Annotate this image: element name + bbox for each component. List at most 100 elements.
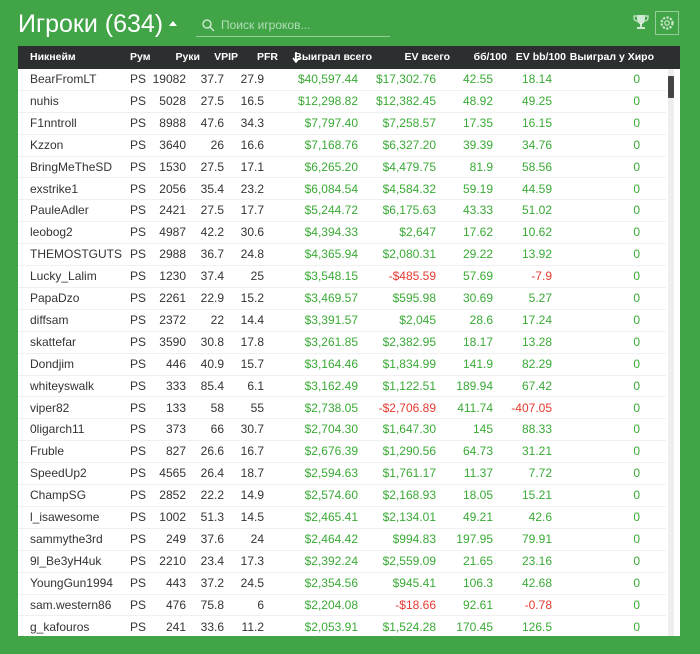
table-cell: 0: [633, 181, 640, 196]
table-row[interactable]: 9l_Be3yH4uk PS 2210 23.4 17.3 $2,392.24 $2,559…: [18, 551, 666, 573]
column-header[interactable]: PFR: [257, 51, 278, 63]
table-row[interactable]: sammythe3rd PS 249 37.6 24 $2,464.42 $994.83 19…: [18, 529, 666, 551]
table-cell: $2,464.42: [304, 531, 358, 546]
table-cell: $2,392.24: [304, 553, 358, 568]
table-cell: 88.33: [521, 422, 552, 437]
table-cell: 42.2: [200, 225, 224, 240]
sort-caret[interactable]: [168, 20, 178, 28]
table-row[interactable]: BearFromLT PS 19082 37.7 27.9 $40,597.44 $17,3…: [18, 69, 666, 91]
table-cell: 0: [633, 72, 640, 86]
table-cell: $17,302.76: [375, 72, 436, 86]
table-cell: exstrike1: [30, 181, 79, 196]
table-cell: 36.7: [200, 247, 224, 262]
table-cell: 0: [633, 619, 640, 634]
table-cell: 39.39: [462, 137, 493, 152]
table-cell: PS: [130, 553, 147, 568]
table-row[interactable]: diffsam PS 2372 22 14.4 $3,391.57 $2,045 28.6 17…: [18, 310, 666, 332]
table-cell: 27.5: [200, 159, 224, 174]
table-row[interactable]: exstrike1 PS 2056 35.4 23.2 $6,084.54 $4,584.3…: [18, 179, 666, 201]
table-cell: 16.7: [240, 444, 264, 459]
search-input[interactable]: Поиск игроков...: [196, 14, 390, 37]
table-row[interactable]: leobog2 PS 4987 42.2 30.6 $4,394.33 $2,647 17.6…: [18, 222, 666, 245]
table-cell: $2,382.95: [382, 334, 436, 349]
table-cell: 10.62: [521, 225, 552, 240]
table-row[interactable]: whiteyswalk PS 333 85.4 6.1 $3,162.49 $1,122.5…: [18, 376, 666, 398]
table-cell: $6,175.63: [382, 203, 436, 218]
table-row[interactable]: Lucky_Lalim PS 1230 37.4 25 $3,548.15 -$485.59…: [18, 266, 666, 288]
table-cell: $3,548.15: [304, 269, 358, 284]
table-cell: 57.69: [462, 269, 493, 284]
table-cell: 27.9: [240, 72, 264, 86]
table-row[interactable]: F1nntroll PS 8988 47.6 34.3 $7,797.40 $7,258.5…: [18, 113, 666, 135]
table-cell: 19082: [152, 72, 186, 86]
trophy-icon[interactable]: [633, 13, 649, 31]
table-row[interactable]: nuhis PS 5028 27.5 16.5 $12,298.82 $12,382.45 4…: [18, 91, 666, 113]
table-cell: YoungGun1994: [30, 575, 113, 590]
table-cell: 4565: [159, 466, 186, 481]
table-cell: 17.3: [240, 553, 264, 568]
column-header[interactable]: EV bb/100: [515, 51, 566, 63]
column-header[interactable]: Выиграл всего: [294, 51, 372, 63]
table-cell: $2,676.39: [304, 444, 358, 459]
scrollbar[interactable]: [668, 76, 674, 98]
column-header[interactable]: Рум: [130, 51, 151, 63]
table-row[interactable]: PauleAdler PS 2421 27.5 17.7 $5,244.72 $6,175.…: [18, 200, 666, 223]
table-cell: 18.7: [240, 466, 264, 481]
table-cell: $3,391.57: [304, 312, 358, 327]
table-cell: 1002: [159, 510, 186, 524]
table-cell: 58: [210, 400, 224, 415]
table-cell: 44.59: [521, 181, 552, 196]
column-header[interactable]: VPIP: [214, 51, 238, 63]
table-cell: PS: [130, 356, 147, 371]
table-row[interactable]: PapaDzo PS 2261 22.9 15.2 $3,469.57 $595.98 30.…: [18, 288, 666, 310]
table-row[interactable]: l_isawesome PS 1002 51.3 14.5 $2,465.41 $2,134…: [18, 507, 666, 529]
table-cell: 17.62: [462, 225, 493, 240]
table-cell: 2988: [159, 247, 186, 262]
table-cell: 3590: [159, 334, 186, 349]
table-row[interactable]: Fruble PS 827 26.6 16.7 $2,676.39 $1,290.56 64.…: [18, 441, 666, 464]
table-cell: -7.9: [531, 269, 552, 284]
table-cell: g_kafouros: [30, 619, 90, 634]
column-header[interactable]: бб/100: [473, 51, 507, 63]
table-cell: 6.1: [247, 378, 264, 393]
table-row[interactable]: g_kafouros PS 241 33.6 11.2 $2,053.91 $1,524.2…: [18, 617, 666, 637]
table-cell: 59.19: [462, 181, 493, 196]
table-cell: skattefar: [30, 334, 77, 349]
table-row[interactable]: BringMeTheSD PS 1530 27.5 17.1 $6,265.20 $4,47…: [18, 157, 666, 179]
table-cell: PS: [130, 93, 147, 108]
table-row[interactable]: 0ligarch11 PS 373 66 30.7 $2,704.30 $1,647.30 1…: [18, 419, 666, 442]
table-cell: 14.9: [240, 488, 264, 503]
column-header[interactable]: Руки: [175, 51, 200, 63]
table-row[interactable]: SpeedUp2 PS 4565 26.4 18.7 $2,594.63 $1,761.17…: [18, 463, 666, 486]
table-cell: PS: [130, 203, 147, 218]
table-cell: whiteyswalk: [30, 378, 95, 393]
table-row[interactable]: viper82 PS 133 58 55 $2,738.05 -$2,706.89 411.7…: [18, 398, 666, 420]
table-cell: 21.65: [462, 553, 493, 568]
table-row[interactable]: skattefar PS 3590 30.8 17.8 $3,261.85 $2,382.9…: [18, 332, 666, 354]
table-cell: 170.45: [456, 619, 493, 634]
table-cell: 0: [633, 225, 640, 240]
table-cell: $1,834.99: [382, 356, 436, 371]
table-cell: $3,162.49: [304, 378, 358, 393]
column-header[interactable]: Выиграл у Хиро: [569, 51, 654, 63]
column-header[interactable]: Никнейм: [30, 51, 76, 63]
table-row[interactable]: Dondjim PS 446 40.9 15.7 $3,164.46 $1,834.99 14…: [18, 354, 666, 376]
table-row[interactable]: THEMOSTGUTS PS 2988 36.7 24.8 $4,365.94 $2,080…: [18, 244, 666, 267]
table-row[interactable]: sam.western86 PS 476 75.8 6 $2,204.08 -$18.66 9…: [18, 595, 666, 617]
table-row[interactable]: ChampSG PS 2852 22.2 14.9 $2,574.60 $2,168.93 1…: [18, 485, 666, 507]
settings-button[interactable]: [655, 11, 679, 35]
table-cell: $2,465.41: [304, 510, 358, 524]
table-cell: $1,647.30: [382, 422, 436, 437]
table-cell: Fruble: [30, 444, 65, 459]
table-cell: PS: [130, 466, 147, 481]
table-cell: 26.4: [200, 466, 224, 481]
table-cell: 48.92: [462, 93, 493, 108]
table-cell: 443: [165, 575, 186, 590]
table-row[interactable]: YoungGun1994 PS 443 37.2 24.5 $2,354.56 $945.4…: [18, 573, 666, 595]
table-cell: $6,084.54: [304, 181, 358, 196]
table-row[interactable]: Kzzon PS 3640 26 16.6 $7,168.76 $6,327.20 39.39…: [18, 135, 666, 157]
table-cell: 827: [165, 444, 186, 459]
table-cell: 51.3: [200, 510, 224, 524]
table-cell: 92.61: [462, 597, 493, 612]
column-header[interactable]: EV всего: [404, 51, 450, 63]
